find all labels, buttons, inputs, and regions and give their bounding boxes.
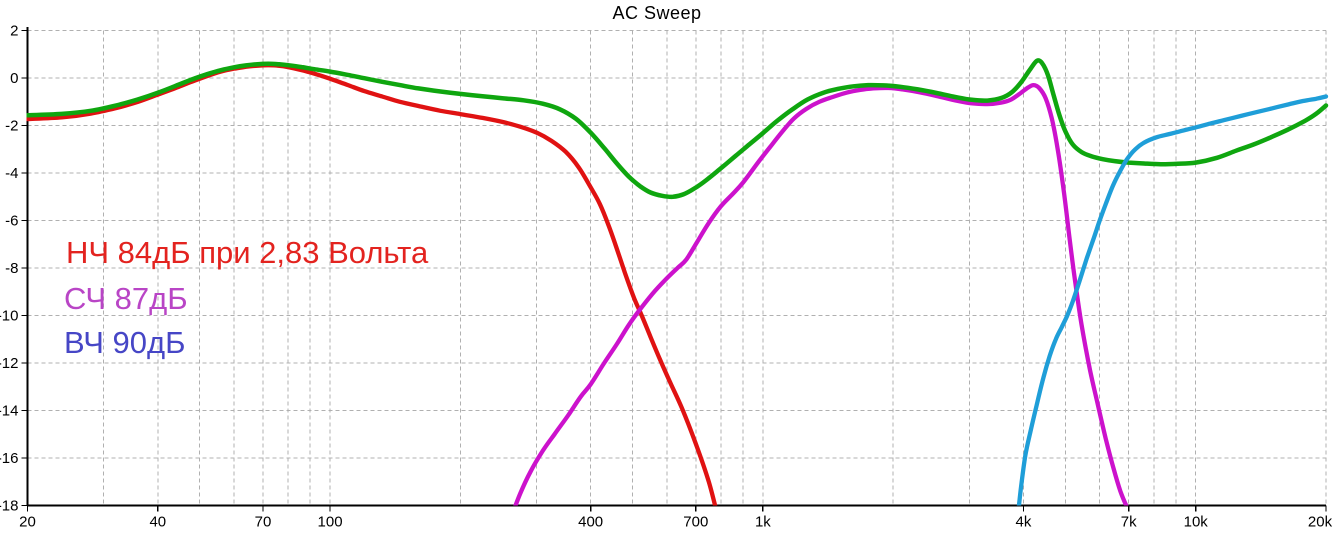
tick-marks bbox=[21, 29, 1327, 512]
x-tick-label: 1k bbox=[755, 514, 771, 531]
annotation-mf-level: СЧ 87дБ bbox=[64, 281, 188, 316]
y-tick-label: -4 bbox=[5, 165, 18, 182]
y-tick-label: 2 bbox=[10, 23, 18, 40]
x-tick-label: 100 bbox=[318, 514, 343, 531]
y-tick-label: -12 bbox=[0, 355, 19, 372]
x-tick-label: 40 bbox=[149, 514, 166, 531]
curves bbox=[26, 58, 1329, 506]
annotation-lf-level: НЧ 84дБ при 2,83 Вольта bbox=[66, 235, 429, 270]
y-tick-label: 0 bbox=[10, 70, 18, 87]
y-tick-label: -16 bbox=[0, 450, 19, 467]
x-tick-label: 4k bbox=[1016, 514, 1032, 531]
grid bbox=[27, 30, 1327, 506]
x-tick-label: 10k bbox=[1184, 514, 1209, 531]
annotation-hf-level: ВЧ 90дБ bbox=[64, 325, 186, 360]
y-tick-label: -6 bbox=[5, 213, 18, 230]
x-tick-label: 700 bbox=[683, 514, 708, 531]
chart-title: AC Sweep bbox=[612, 3, 702, 23]
x-tick-label: 70 bbox=[255, 514, 272, 531]
y-tick-label: -2 bbox=[5, 118, 18, 135]
y-tick-label: -18 bbox=[0, 498, 19, 515]
y-tick-label: -8 bbox=[5, 260, 18, 277]
x-tick-label: 7k bbox=[1121, 514, 1137, 531]
curve-hf-tweeter bbox=[1016, 94, 1329, 506]
x-tick-label: 20 bbox=[19, 514, 36, 531]
axes bbox=[26, 27, 1326, 507]
x-tick-label: 20k bbox=[1308, 514, 1333, 531]
y-tick-label: -10 bbox=[0, 308, 19, 325]
curve-mf-midrange bbox=[513, 82, 1129, 506]
curve-total-sum bbox=[26, 58, 1329, 200]
tick-labels: 2040701004007001k4k7k10k20k20-2-4-6-8-10… bbox=[0, 23, 1333, 531]
y-tick-label: -14 bbox=[0, 403, 19, 420]
x-tick-label: 400 bbox=[578, 514, 603, 531]
